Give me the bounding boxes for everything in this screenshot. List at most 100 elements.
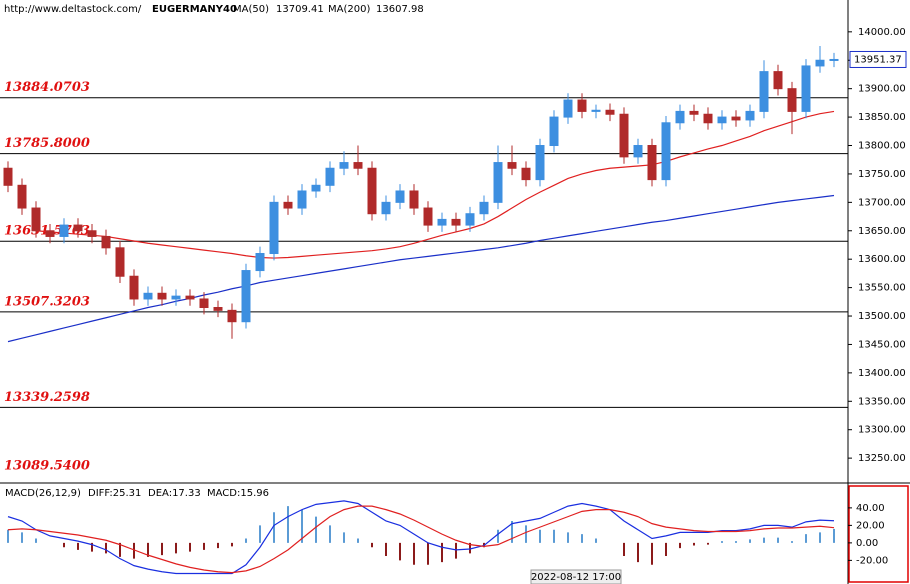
candle-body: [269, 201, 279, 255]
candle-body: [297, 190, 307, 209]
candle-body: [787, 88, 797, 112]
y-tick-label: -20.00: [856, 555, 888, 566]
source-url: http://www.deltastock.com/: [4, 4, 142, 15]
y-tick-label: 13400.00: [858, 368, 906, 379]
level-label: 13785.8000: [4, 136, 90, 151]
y-tick-label: 14000.00: [858, 27, 906, 38]
y-tick-label: 20.00: [856, 520, 885, 531]
ma-line: [7, 194, 835, 343]
candle-body: [689, 110, 699, 115]
candle-body: [577, 99, 587, 112]
candle-body: [311, 184, 321, 192]
legend-macd: MACD:15.96: [207, 488, 269, 499]
last-price-box: [849, 50, 907, 68]
candle-body: [171, 295, 181, 300]
candle-body: [59, 224, 69, 237]
candle-body: [703, 113, 713, 124]
legend-ma50-value: 13709.41: [276, 4, 324, 15]
level-label: 13507.3203: [4, 294, 90, 309]
candle-body: [325, 167, 335, 186]
y-tick-label: 13900.00: [858, 84, 906, 95]
candle-body: [507, 162, 517, 169]
candle-body: [815, 59, 825, 67]
candle-body: [801, 65, 811, 112]
macd-title: MACD(26,12,9): [5, 488, 81, 499]
candle-body: [661, 122, 671, 181]
candle-body: [423, 207, 433, 226]
candle-body: [647, 145, 657, 181]
candle-body: [633, 145, 643, 158]
y-tick-label: 13350.00: [858, 396, 906, 407]
candle-body: [675, 110, 685, 124]
y-tick-label: 13600.00: [858, 254, 906, 265]
candle-body: [563, 99, 573, 118]
candle-body: [87, 230, 97, 237]
candle-body: [185, 295, 195, 300]
y-tick-label: 13550.00: [858, 283, 906, 294]
candle-body: [241, 270, 251, 323]
candle-body: [591, 109, 601, 112]
cursor-time: 2022-08-12 17:00: [531, 572, 621, 583]
candle-body: [451, 218, 461, 226]
y-tick-label: 13500.00: [858, 311, 906, 322]
legend-dea: DEA:17.33: [148, 488, 201, 499]
candle-body: [3, 167, 13, 186]
macd-line: [7, 500, 835, 575]
legend-diff-value: 25.31: [113, 488, 142, 499]
legend-dea-name: DEA: [148, 488, 169, 499]
candle-body: [549, 116, 559, 147]
level-label: 13339.2598: [4, 390, 90, 405]
candle-body: [409, 190, 419, 209]
candle-body: [101, 235, 111, 249]
candle-body: [437, 218, 447, 226]
candle-body: [465, 213, 475, 226]
candle-body: [213, 307, 223, 311]
legend-diff-name: DIFF: [88, 488, 110, 499]
candle-body: [45, 230, 55, 237]
last-price-label: 13951.37: [854, 54, 902, 65]
candle-body: [17, 184, 27, 209]
legend-diff: DIFF:25.31: [88, 488, 141, 499]
y-tick-label: 13450.00: [858, 339, 906, 350]
candle-body: [227, 309, 237, 323]
y-tick-label: 13250.00: [858, 453, 906, 464]
candle-body: [143, 292, 153, 300]
candle-body: [199, 298, 209, 309]
y-tick-label: 13300.00: [858, 425, 906, 436]
candle-body: [339, 162, 349, 169]
candle-body: [731, 116, 741, 121]
y-tick-label: 13700.00: [858, 197, 906, 208]
candle-body: [255, 253, 265, 272]
y-tick-label: 0.00: [856, 538, 878, 549]
macd-line: [7, 505, 835, 574]
legend-macd-name: MACD: [207, 488, 237, 499]
level-label: 13089.5400: [4, 459, 90, 474]
legend-ma50: MA(50): [233, 4, 269, 15]
candle-body: [157, 292, 167, 300]
cursor-time-box: [530, 569, 622, 584]
ma-line: [35, 110, 835, 259]
candle-body: [353, 162, 363, 169]
candle-body: [115, 247, 125, 277]
candle-body: [395, 190, 405, 203]
candle-body: [73, 224, 83, 232]
candle-body: [283, 201, 293, 209]
legend-dea-value: 17.33: [172, 488, 201, 499]
candle-body: [773, 71, 783, 90]
candle-body: [745, 110, 755, 121]
legend-ma200-value: 13607.98: [376, 4, 424, 15]
symbol: EUGERMANY40: [152, 4, 237, 15]
candle-body: [31, 207, 41, 232]
level-label: 13884.0703: [4, 80, 90, 95]
macd-axis-box: [848, 485, 909, 583]
candle-body: [521, 167, 531, 181]
candle-body: [367, 167, 377, 215]
candle-body: [717, 116, 727, 124]
legend-macd-value: 15.96: [240, 488, 269, 499]
y-tick-label: 13850.00: [858, 112, 906, 123]
candle-body: [129, 275, 139, 300]
candle-body: [619, 113, 629, 158]
legend-ma200: MA(200): [328, 4, 370, 15]
candle-body: [829, 58, 839, 61]
